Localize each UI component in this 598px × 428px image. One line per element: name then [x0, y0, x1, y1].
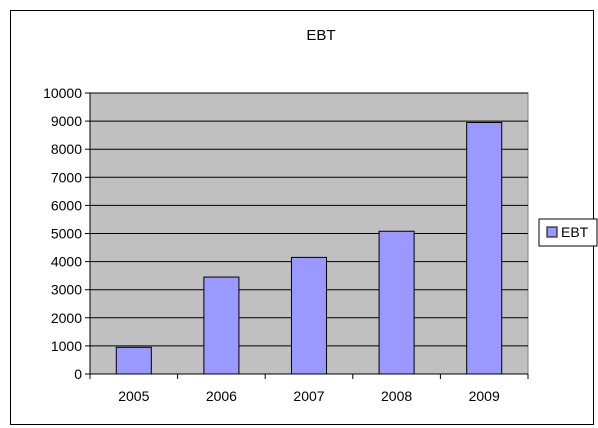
y-tick-label: 9000 [51, 113, 82, 129]
y-axis: 0 1000 2000 3000 4000 5000 6000 7000 8000 9000 100… [43, 85, 91, 382]
bar-2007 [290, 256, 328, 375]
legend: EBT [538, 218, 598, 247]
y-tick-label: 8000 [51, 141, 82, 157]
y-tick-label: 4000 [51, 254, 82, 270]
y-tick-label: 3000 [51, 282, 82, 298]
x-axis: 2005 2006 2007 2008 2009 [89, 373, 529, 404]
bar-2005 [115, 346, 152, 375]
x-tick-label: 2008 [381, 388, 412, 404]
legend-label: EBT [561, 224, 589, 240]
y-tick-label: 10000 [43, 85, 82, 101]
x-tick-label: 2009 [469, 388, 500, 404]
x-tick-label: 2006 [206, 388, 237, 404]
chart-title: EBT [306, 27, 335, 44]
legend-swatch [546, 226, 558, 238]
bar-2006 [203, 276, 240, 375]
bar-2009 [466, 122, 503, 375]
y-tick-label: 7000 [51, 169, 82, 185]
y-tick-label: 1000 [51, 338, 82, 354]
y-tick-label: 2000 [51, 310, 82, 326]
x-tick-label: 2005 [118, 388, 149, 404]
x-tick-label: 2007 [293, 388, 324, 404]
bar-2008 [378, 230, 415, 375]
y-tick-label: 0 [74, 366, 82, 382]
y-tick-label: 5000 [51, 226, 82, 242]
y-tick-label: 6000 [51, 197, 82, 213]
